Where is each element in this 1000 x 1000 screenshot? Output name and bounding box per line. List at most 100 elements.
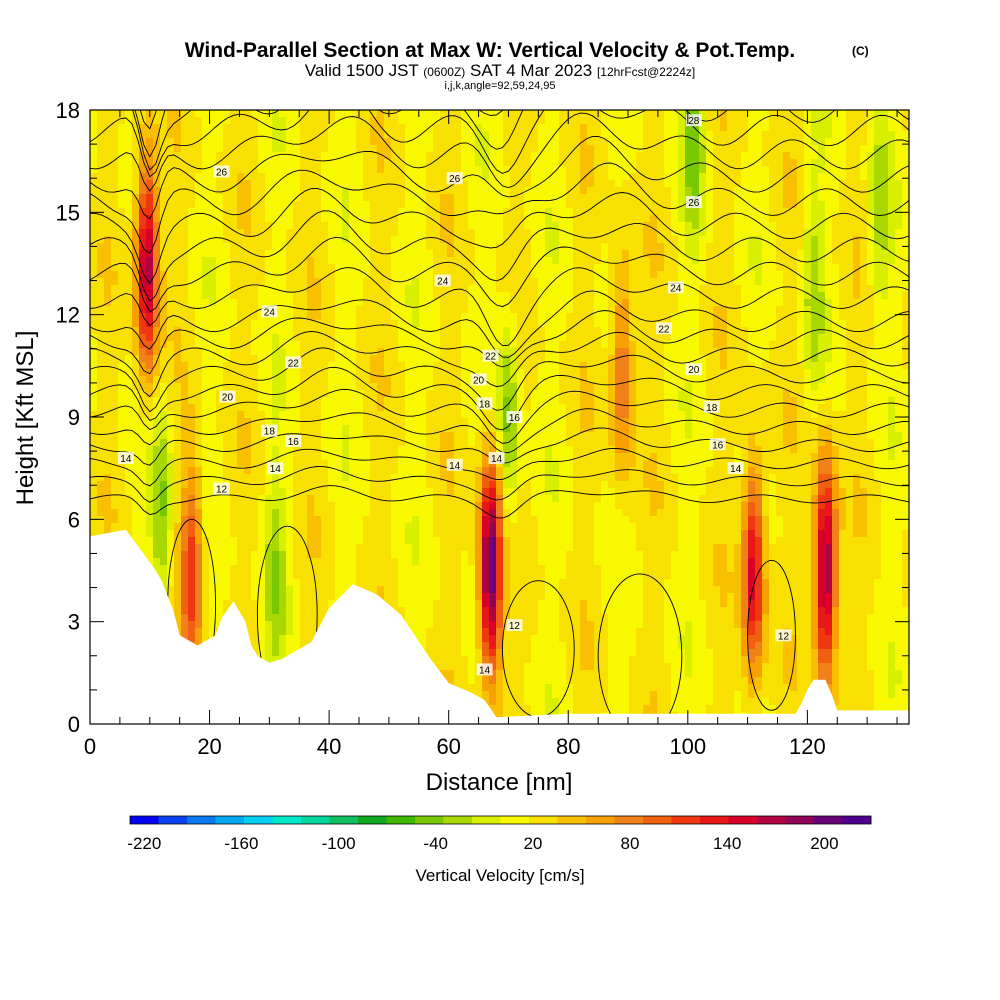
velocity-cell [167, 222, 175, 230]
velocity-cell [391, 502, 399, 510]
velocity-cell [363, 425, 371, 433]
velocity-cell [398, 166, 406, 174]
velocity-cell [90, 110, 98, 118]
velocity-cell [132, 348, 140, 356]
velocity-cell [258, 327, 266, 335]
velocity-cell [153, 110, 161, 118]
velocity-cell [258, 418, 266, 426]
velocity-cell [104, 425, 112, 433]
velocity-cell [405, 201, 413, 209]
velocity-cell [125, 397, 133, 405]
velocity-cell [111, 467, 119, 475]
velocity-cell [370, 187, 378, 195]
velocity-cell [118, 376, 126, 384]
velocity-cell [174, 439, 182, 447]
velocity-cell [300, 173, 308, 181]
velocity-cell [447, 551, 455, 559]
velocity-cell [90, 306, 98, 314]
velocity-cell [398, 208, 406, 216]
velocity-cell [251, 460, 259, 468]
velocity-cell [391, 348, 399, 356]
velocity-cell [265, 271, 273, 279]
velocity-cell [468, 229, 476, 237]
velocity-cell [251, 411, 259, 419]
velocity-cell [398, 579, 406, 587]
velocity-cell [300, 292, 308, 300]
velocity-cell [230, 299, 238, 307]
velocity-cell [139, 327, 147, 335]
velocity-cell [384, 432, 392, 440]
velocity-cell [146, 404, 154, 412]
velocity-cell [132, 404, 140, 412]
velocity-cell [321, 509, 329, 517]
velocity-cell [440, 628, 448, 636]
velocity-cell [377, 292, 385, 300]
velocity-cell [153, 439, 161, 447]
velocity-cell [216, 516, 224, 524]
velocity-cell [342, 201, 350, 209]
velocity-cell [153, 369, 161, 377]
velocity-cell [342, 271, 350, 279]
velocity-cell [349, 348, 357, 356]
velocity-cell [293, 502, 301, 510]
velocity-cell [125, 285, 133, 293]
velocity-cell [440, 565, 448, 573]
velocity-cell [286, 327, 294, 335]
velocity-cell [314, 537, 322, 545]
velocity-cell [230, 558, 238, 566]
velocity-cell [363, 558, 371, 566]
velocity-cell [447, 530, 455, 538]
velocity-cell [258, 481, 266, 489]
velocity-cell [426, 558, 434, 566]
velocity-cell [405, 411, 413, 419]
velocity-cell [286, 397, 294, 405]
velocity-cell [146, 467, 154, 475]
velocity-cell [160, 446, 168, 454]
velocity-cell [279, 215, 287, 223]
velocity-cell [202, 453, 210, 461]
velocity-cell [342, 579, 350, 587]
velocity-cell [111, 222, 119, 230]
velocity-cell [216, 565, 224, 573]
velocity-cell [405, 558, 413, 566]
velocity-cell [356, 537, 364, 545]
velocity-cell [90, 152, 98, 160]
velocity-cell [370, 222, 378, 230]
velocity-cell [321, 600, 329, 608]
velocity-cell [181, 313, 189, 321]
velocity-cell [265, 327, 273, 335]
velocity-cell [237, 152, 245, 160]
velocity-cell [139, 299, 147, 307]
velocity-cell [419, 614, 427, 622]
velocity-cell [475, 691, 483, 699]
velocity-cell [181, 264, 189, 272]
velocity-cell [244, 418, 252, 426]
velocity-cell [363, 145, 371, 153]
velocity-cell [286, 369, 294, 377]
velocity-cell [146, 292, 154, 300]
velocity-cell [286, 453, 294, 461]
velocity-cell [377, 369, 385, 377]
velocity-cell [272, 453, 280, 461]
velocity-cell [468, 579, 476, 587]
velocity-cell [104, 362, 112, 370]
velocity-cell [125, 481, 133, 489]
velocity-cell [293, 565, 301, 573]
velocity-cell [426, 397, 434, 405]
velocity-cell [398, 390, 406, 398]
velocity-cell [216, 257, 224, 265]
velocity-cell [167, 180, 175, 188]
velocity-cell [265, 264, 273, 272]
velocity-cell [328, 411, 336, 419]
velocity-cell [300, 593, 308, 601]
velocity-cell [258, 369, 266, 377]
velocity-cell [195, 593, 203, 601]
velocity-cell [307, 495, 315, 503]
velocity-cell [440, 166, 448, 174]
velocity-cell [426, 187, 434, 195]
velocity-cell [209, 397, 217, 405]
velocity-cell [384, 488, 392, 496]
velocity-cell [356, 341, 364, 349]
velocity-cell [90, 523, 98, 531]
velocity-cell [461, 649, 469, 657]
